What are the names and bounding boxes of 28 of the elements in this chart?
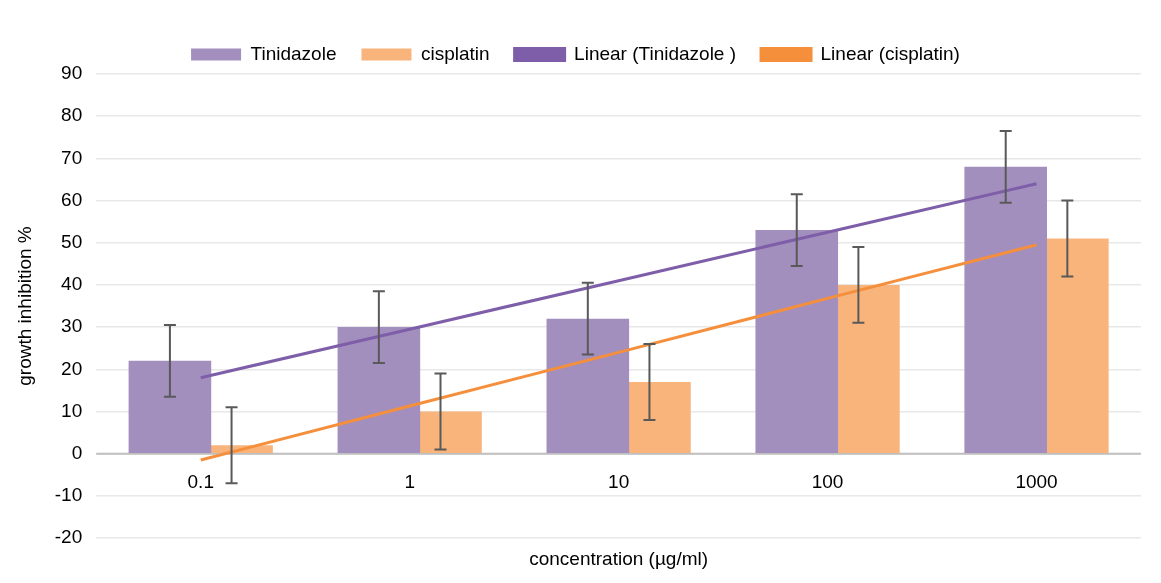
x-tick-label: 1000 [1015,471,1058,493]
y-axis-title: growth inhibition % [13,226,35,386]
y-tick-label: 60 [61,188,83,210]
bar [546,318,630,453]
x-tick-label: 10 [608,471,630,493]
bar [755,230,839,453]
y-tick-label: 50 [61,230,83,252]
x-tick-label: 100 [811,471,844,493]
x-tick-label: 1 [404,471,415,493]
y-tick-label: 10 [61,399,83,421]
bar [964,166,1048,453]
bar [337,327,421,453]
legend-label: Tinidazole [250,42,337,64]
bar [128,360,212,453]
legend-label: cisplatin [420,42,490,64]
x-axis-title: concentration (µg/ml) [529,547,709,569]
y-tick-label: 20 [61,357,83,379]
y-tick-label: 80 [61,104,83,126]
y-tick-label: 90 [61,62,83,84]
y-tick-label: 30 [61,315,83,337]
y-tick-label: 40 [61,273,83,295]
y-tick-label: -10 [54,484,83,506]
y-tick-label: 70 [61,146,83,168]
legend-label: Linear (Tinidazole ) [574,42,737,64]
y-tick-label: -20 [54,526,83,548]
x-tick-label: 0.1 [187,471,214,493]
legend-label: Linear (cisplatin) [820,42,960,64]
y-tick-label: 0 [71,441,83,463]
